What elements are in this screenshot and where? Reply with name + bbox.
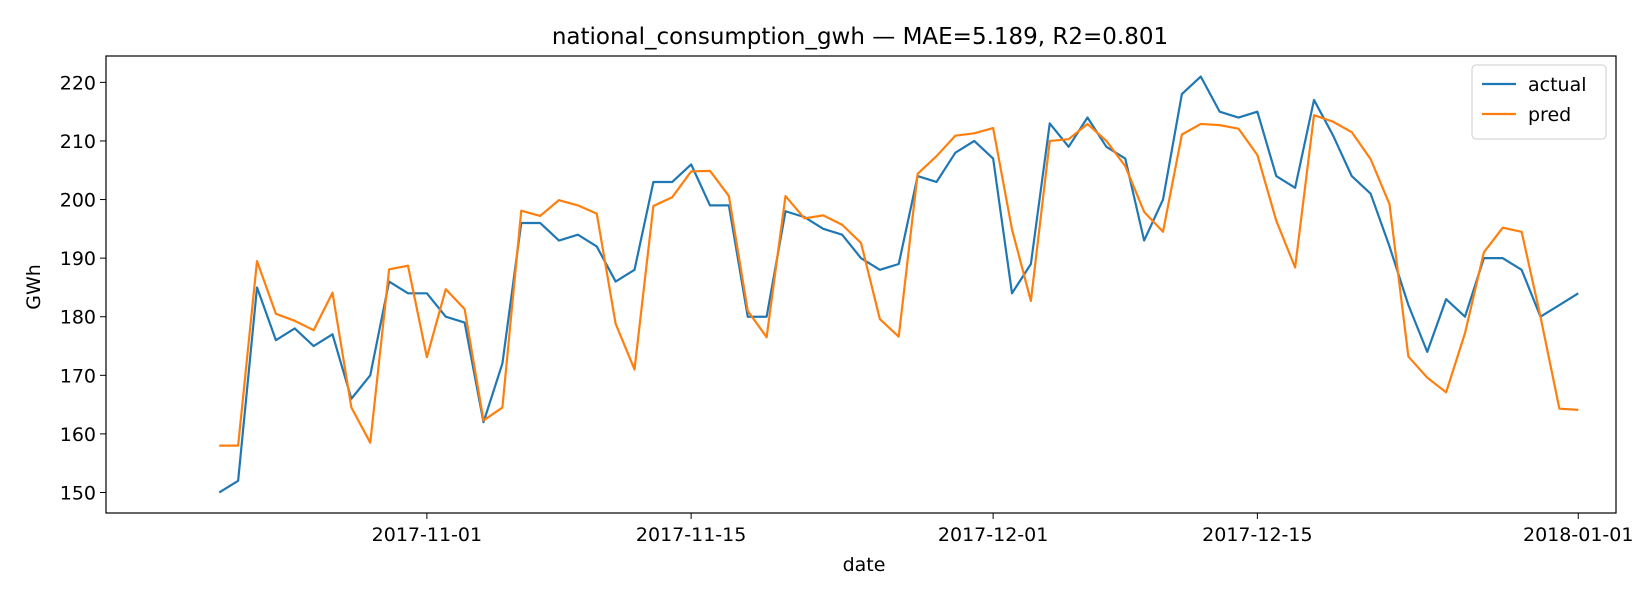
y-tick-label: 150 [60,482,96,504]
y-tick-label: 200 [60,190,96,212]
x-tick-label: 2018-01-01 [1523,524,1633,546]
y-tick-label: 190 [60,248,96,270]
x-tick-label: 2017-11-15 [636,524,746,546]
y-tick-label: 210 [60,131,96,153]
legend-label-pred: pred [1528,104,1571,126]
y-tick-label: 160 [60,424,96,446]
series-line-actual [218,75,1579,494]
y-tick-label: 170 [60,365,96,387]
y-tick-label: 180 [60,307,96,329]
y-axis-title: GWh [23,264,45,310]
series-layer [218,75,1579,494]
x-axis: 2017-11-01 2017-11-15 2017-12-01 2017-12-15… [372,513,1633,546]
y-tick-label: 220 [60,72,96,94]
plot-frame [105,55,1617,514]
y-axis: 150 160 170 180 190 200 210 220 [60,72,106,504]
series-line-pred [219,114,1579,447]
chart-title: national_consumption_gwh — MAE=5.189, R2… [552,24,1168,50]
plot-area: 2017-11-01 2017-11-15 2017-12-01 2017-12-15… [60,55,1633,546]
legend: actual pred [1471,64,1607,140]
x-tick-label: 2017-12-01 [938,524,1048,546]
x-axis-title: date [843,554,886,576]
x-tick-label: 2017-12-15 [1202,524,1312,546]
legend-label-actual: actual [1528,74,1587,96]
x-tick-label: 2017-11-01 [372,524,482,546]
